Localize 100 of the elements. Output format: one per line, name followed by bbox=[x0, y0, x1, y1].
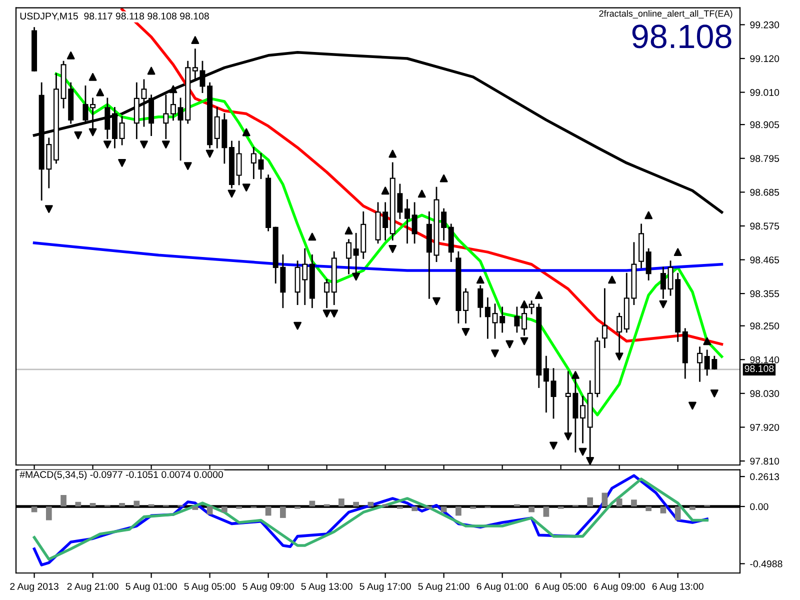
chart-title: #MACD(5,34,5) -0.0977 -0.1051 0.0074 0.0000 bbox=[20, 470, 224, 480]
point bbox=[659, 300, 668, 308]
y-tick-label: 98.905 bbox=[750, 121, 780, 128]
point bbox=[191, 36, 200, 44]
x-tick-label: 2 Aug 2013 bbox=[10, 582, 58, 592]
point bbox=[330, 310, 338, 318]
point bbox=[352, 272, 360, 281]
candlestick bbox=[580, 396, 586, 444]
point bbox=[162, 140, 170, 148]
point bbox=[520, 337, 528, 346]
point bbox=[322, 310, 331, 318]
bar bbox=[412, 506, 418, 512]
candlestick bbox=[550, 368, 556, 419]
y-tick-label: 98.795 bbox=[750, 155, 780, 162]
y-tick-label: 98.465 bbox=[750, 256, 780, 264]
bar bbox=[90, 503, 96, 506]
y-tick-label: 0.2613 bbox=[750, 473, 780, 480]
point bbox=[520, 300, 528, 308]
bar bbox=[470, 506, 476, 509]
y-tick-label: 98.685 bbox=[750, 188, 780, 196]
point bbox=[103, 140, 112, 148]
y-tick-label: 99.230 bbox=[750, 21, 780, 28]
point bbox=[44, 205, 53, 214]
y-tick-label: 97.920 bbox=[750, 424, 780, 431]
point bbox=[572, 371, 580, 379]
point bbox=[147, 66, 156, 75]
point bbox=[344, 226, 353, 235]
point bbox=[615, 352, 624, 360]
point bbox=[440, 174, 448, 182]
bar bbox=[236, 506, 242, 509]
point bbox=[432, 297, 440, 306]
bar bbox=[646, 506, 652, 512]
ref-line-label: 98.108 bbox=[744, 365, 774, 372]
point bbox=[418, 190, 426, 198]
candlestick bbox=[602, 288, 608, 348]
candlestick bbox=[404, 199, 410, 244]
bar bbox=[46, 506, 52, 520]
bar bbox=[616, 498, 622, 506]
y-tick-label: 98.355 bbox=[750, 290, 780, 298]
bar bbox=[206, 506, 213, 515]
point bbox=[294, 322, 302, 330]
point bbox=[242, 128, 250, 136]
bar bbox=[543, 506, 550, 517]
annotation: 98.108 bbox=[632, 24, 732, 48]
bar bbox=[134, 500, 140, 506]
x-tick-label: 6 Aug 09:00 bbox=[594, 582, 645, 592]
candlestick bbox=[697, 346, 703, 382]
line-series bbox=[32, 50, 724, 214]
candlestick bbox=[484, 297, 490, 339]
bar bbox=[426, 506, 432, 509]
bar bbox=[222, 506, 228, 512]
point bbox=[710, 389, 718, 398]
point bbox=[74, 131, 82, 140]
point bbox=[184, 162, 192, 170]
point bbox=[476, 276, 484, 284]
x-tick-label: 6 Aug 13:00 bbox=[652, 582, 704, 592]
candlestick bbox=[382, 202, 388, 240]
bar bbox=[280, 506, 286, 518]
point bbox=[688, 402, 696, 410]
x-tick-label: 5 Aug 13:00 bbox=[301, 582, 352, 592]
x-tick-label: 6 Aug 05:00 bbox=[535, 582, 586, 592]
point bbox=[644, 211, 653, 220]
y-tick-label: 98.575 bbox=[750, 222, 780, 230]
bar bbox=[587, 497, 594, 506]
candlestick bbox=[646, 248, 652, 280]
point bbox=[586, 457, 594, 465]
y-tick-label: 99.120 bbox=[750, 55, 780, 62]
point bbox=[88, 128, 97, 136]
y-tick-label: 98.140 bbox=[750, 356, 780, 364]
bar bbox=[528, 506, 534, 512]
point bbox=[118, 159, 126, 167]
point bbox=[88, 72, 97, 81]
candlestick bbox=[543, 356, 549, 413]
point bbox=[550, 442, 558, 450]
x-tick-label: 5 Aug 09:00 bbox=[242, 582, 294, 592]
point bbox=[242, 184, 250, 192]
x-tick-label: 5 Aug 01:00 bbox=[126, 582, 177, 592]
point bbox=[308, 232, 316, 241]
point bbox=[674, 248, 682, 256]
y-tick-label: 97.810 bbox=[750, 458, 780, 465]
bar bbox=[660, 506, 666, 514]
x-tick-label: 5 Aug 17:00 bbox=[360, 582, 411, 592]
y-tick-label: 0.00 bbox=[750, 503, 768, 510]
point bbox=[564, 432, 572, 440]
point bbox=[506, 340, 514, 348]
candlestick bbox=[514, 306, 520, 333]
bar bbox=[309, 500, 316, 506]
annotation: 2fractals_online_alert_all_TF(EA) bbox=[599, 10, 732, 18]
point bbox=[703, 337, 712, 346]
candlestick bbox=[412, 202, 418, 244]
candlestick bbox=[346, 239, 352, 274]
bar bbox=[690, 506, 696, 510]
x-tick-label: 2 Aug 21:00 bbox=[67, 582, 118, 592]
bar bbox=[265, 506, 272, 516]
y-tick-label: 98.030 bbox=[750, 390, 780, 398]
bar bbox=[440, 506, 447, 512]
bar bbox=[294, 506, 300, 509]
point bbox=[608, 276, 616, 284]
bar bbox=[338, 498, 344, 506]
point bbox=[462, 328, 470, 336]
